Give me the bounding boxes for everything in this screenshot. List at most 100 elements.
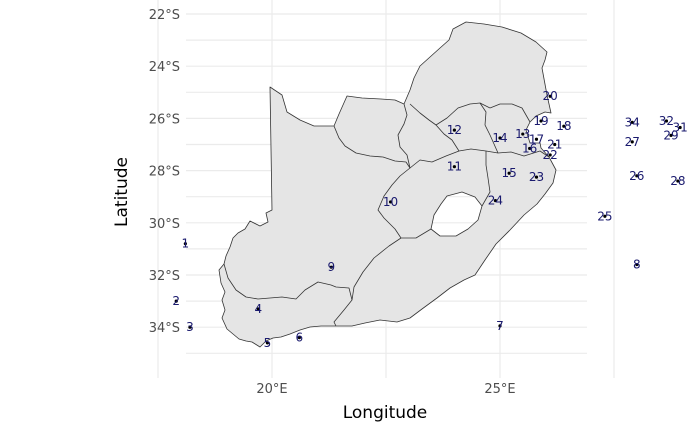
site-point bbox=[498, 324, 502, 328]
site-marker: 10 bbox=[383, 195, 398, 209]
site-point bbox=[174, 299, 178, 303]
site-label: 27 bbox=[625, 135, 640, 149]
border-free-state bbox=[409, 148, 550, 169]
y-tick-label: 32°S bbox=[149, 269, 180, 284]
site-point bbox=[329, 265, 333, 269]
site-marker: 4 bbox=[254, 302, 262, 316]
site-label: 8 bbox=[633, 258, 641, 272]
site-label: 12 bbox=[447, 123, 462, 137]
site-point bbox=[534, 137, 539, 141]
y-axis-title: Latitude bbox=[112, 157, 132, 227]
site-label: 18 bbox=[556, 119, 571, 133]
y-tick-label: 30°S bbox=[149, 217, 180, 232]
site-marker: 17 bbox=[529, 132, 544, 146]
site-point bbox=[534, 175, 539, 179]
site-marker: 21 bbox=[547, 138, 562, 152]
y-tick-label: 24°S bbox=[149, 60, 180, 75]
site-point bbox=[188, 325, 192, 329]
site-label: 3 bbox=[186, 320, 194, 334]
site-label: 1 bbox=[182, 237, 190, 251]
site-point bbox=[498, 136, 502, 140]
site-marker: 2 bbox=[172, 294, 180, 308]
site-marker: 13 bbox=[515, 127, 530, 141]
site-point bbox=[256, 307, 260, 311]
site-marker: 14 bbox=[492, 131, 507, 145]
site-marker: 27 bbox=[625, 135, 640, 149]
site-label: 17 bbox=[529, 132, 544, 146]
border-northern-cape bbox=[333, 125, 411, 239]
site-point bbox=[603, 214, 607, 218]
site-marker: 6 bbox=[296, 331, 304, 345]
site-point bbox=[664, 119, 669, 123]
y-axis-ticks: 22°S 24°S 26°S 28°S 30°S 32°S 34°S bbox=[149, 8, 180, 336]
axes: 20°E25°E30°E 22°S24°S26°S28°S30°S32°S34°… bbox=[112, 8, 516, 423]
site-label: 25 bbox=[597, 209, 612, 223]
site-point bbox=[452, 165, 456, 169]
site-point bbox=[539, 119, 543, 123]
site-label: 10 bbox=[383, 195, 398, 209]
site-point bbox=[630, 120, 634, 124]
y-tick-label: 22°S bbox=[149, 8, 180, 23]
site-marker: 25 bbox=[597, 209, 612, 223]
site-marker: 8 bbox=[633, 258, 641, 272]
site-marker: 23 bbox=[529, 170, 544, 184]
site-label: 32 bbox=[659, 114, 674, 128]
site-point bbox=[548, 94, 552, 98]
site-point bbox=[676, 179, 680, 183]
site-marker: 16 bbox=[522, 141, 537, 155]
site-point bbox=[528, 146, 532, 151]
site-label: 19 bbox=[533, 114, 548, 128]
site-point bbox=[669, 133, 673, 137]
border-mpumalanga bbox=[397, 102, 531, 169]
x-axis-ticks: 20°E25°E30°E bbox=[256, 382, 515, 397]
site-label: 9 bbox=[327, 260, 335, 274]
site-marker: 18 bbox=[556, 119, 571, 133]
site-label: 20 bbox=[543, 89, 558, 103]
site-marker: 5 bbox=[264, 336, 272, 350]
site-marker: 12 bbox=[447, 123, 462, 137]
x-axis-title: Longitude bbox=[343, 403, 428, 423]
site-label: 21 bbox=[547, 138, 562, 152]
site-label: 23 bbox=[529, 170, 544, 184]
site-point bbox=[493, 199, 498, 203]
site-marker: 19 bbox=[533, 114, 548, 128]
site-marker: 32 bbox=[659, 114, 674, 128]
site-point bbox=[553, 142, 557, 147]
site-label: 4 bbox=[254, 302, 262, 316]
site-marker: 24 bbox=[488, 194, 503, 208]
site-marker: 15 bbox=[501, 166, 516, 180]
site-label: 13 bbox=[515, 127, 530, 141]
x-tick-label: 20°E bbox=[256, 382, 287, 397]
y-tick-label: 26°S bbox=[149, 112, 180, 127]
site-point bbox=[562, 124, 566, 128]
border-western-cape bbox=[223, 263, 353, 327]
site-marker: 11 bbox=[447, 160, 462, 174]
site-point bbox=[507, 171, 511, 175]
y-tick-label: 28°S bbox=[149, 165, 180, 180]
site-label: 6 bbox=[296, 331, 304, 345]
x-tick-label: 25°E bbox=[484, 382, 515, 397]
site-point bbox=[388, 200, 393, 204]
site-marker: 31 bbox=[672, 121, 687, 135]
site-label: 29 bbox=[663, 128, 678, 142]
site-point bbox=[630, 140, 634, 144]
site-marker: 29 bbox=[663, 128, 678, 142]
site-label: 34 bbox=[625, 115, 640, 129]
site-marker: 34 bbox=[625, 115, 640, 129]
site-label: 14 bbox=[492, 131, 507, 145]
border-eastern-cape bbox=[351, 228, 432, 301]
site-label: 15 bbox=[501, 166, 516, 180]
border-kwazulu-natal bbox=[481, 151, 491, 207]
site-marker: 9 bbox=[327, 260, 335, 274]
site-marker: 28 bbox=[670, 174, 685, 188]
site-marker: 20 bbox=[543, 89, 558, 103]
border-gauteng bbox=[409, 102, 491, 126]
site-label: 28 bbox=[670, 174, 685, 188]
site-label: 5 bbox=[264, 336, 272, 350]
site-point bbox=[635, 262, 639, 267]
south-africa-map bbox=[218, 21, 557, 348]
site-point bbox=[635, 174, 639, 178]
site-point bbox=[265, 341, 270, 345]
